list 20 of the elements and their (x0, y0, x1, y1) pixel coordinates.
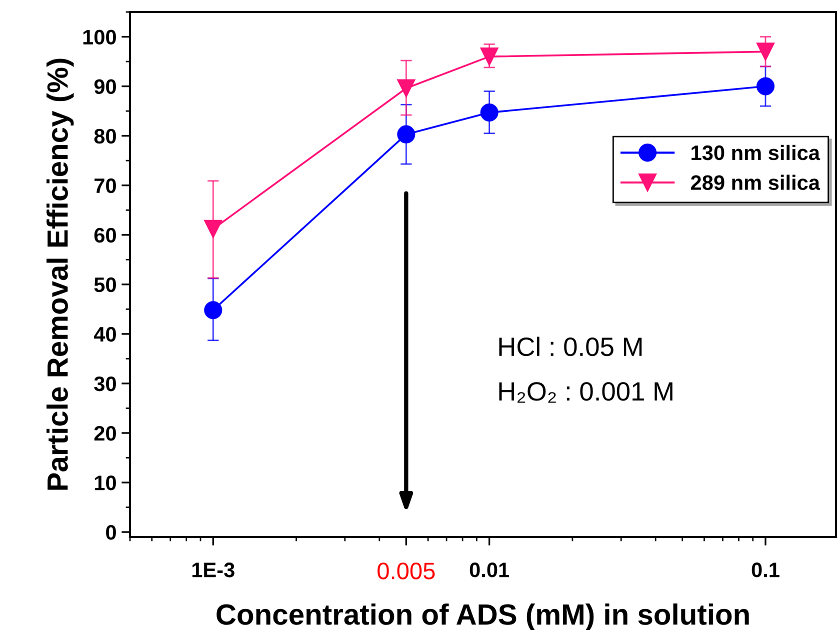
x-tick-label: 0.005 (378, 562, 435, 580)
y-tick-label: 40 (94, 326, 116, 342)
y-tick-label: 60 (94, 228, 116, 243)
annotation: H₂O₂ : 0.001 M (499, 382, 672, 403)
y-axis-title: Particle Removal Efficiency (%) (46, 58, 74, 490)
y-tick-label: 70 (94, 178, 116, 194)
y-tick-label: 0 (106, 525, 116, 540)
y-tick-label: 80 (94, 128, 116, 144)
x-tick-label: 1E-3 (192, 562, 234, 578)
y-tick-label: 30 (94, 376, 116, 392)
legend-label: 289 nm silica (690, 174, 820, 190)
y-tick-label: 10 (94, 476, 116, 490)
y-tick-label: 50 (94, 277, 116, 292)
y-tick-label: 100 (83, 30, 116, 45)
y-tick-label: 20 (94, 426, 116, 441)
annotation: HCl : 0.05 M (499, 336, 642, 356)
legend-label: 130 nm silica (692, 144, 820, 160)
x-tick-label: 0.1 (752, 562, 780, 578)
x-tick-label: 0.01 (470, 562, 510, 578)
y-tick-label: 90 (94, 79, 116, 94)
